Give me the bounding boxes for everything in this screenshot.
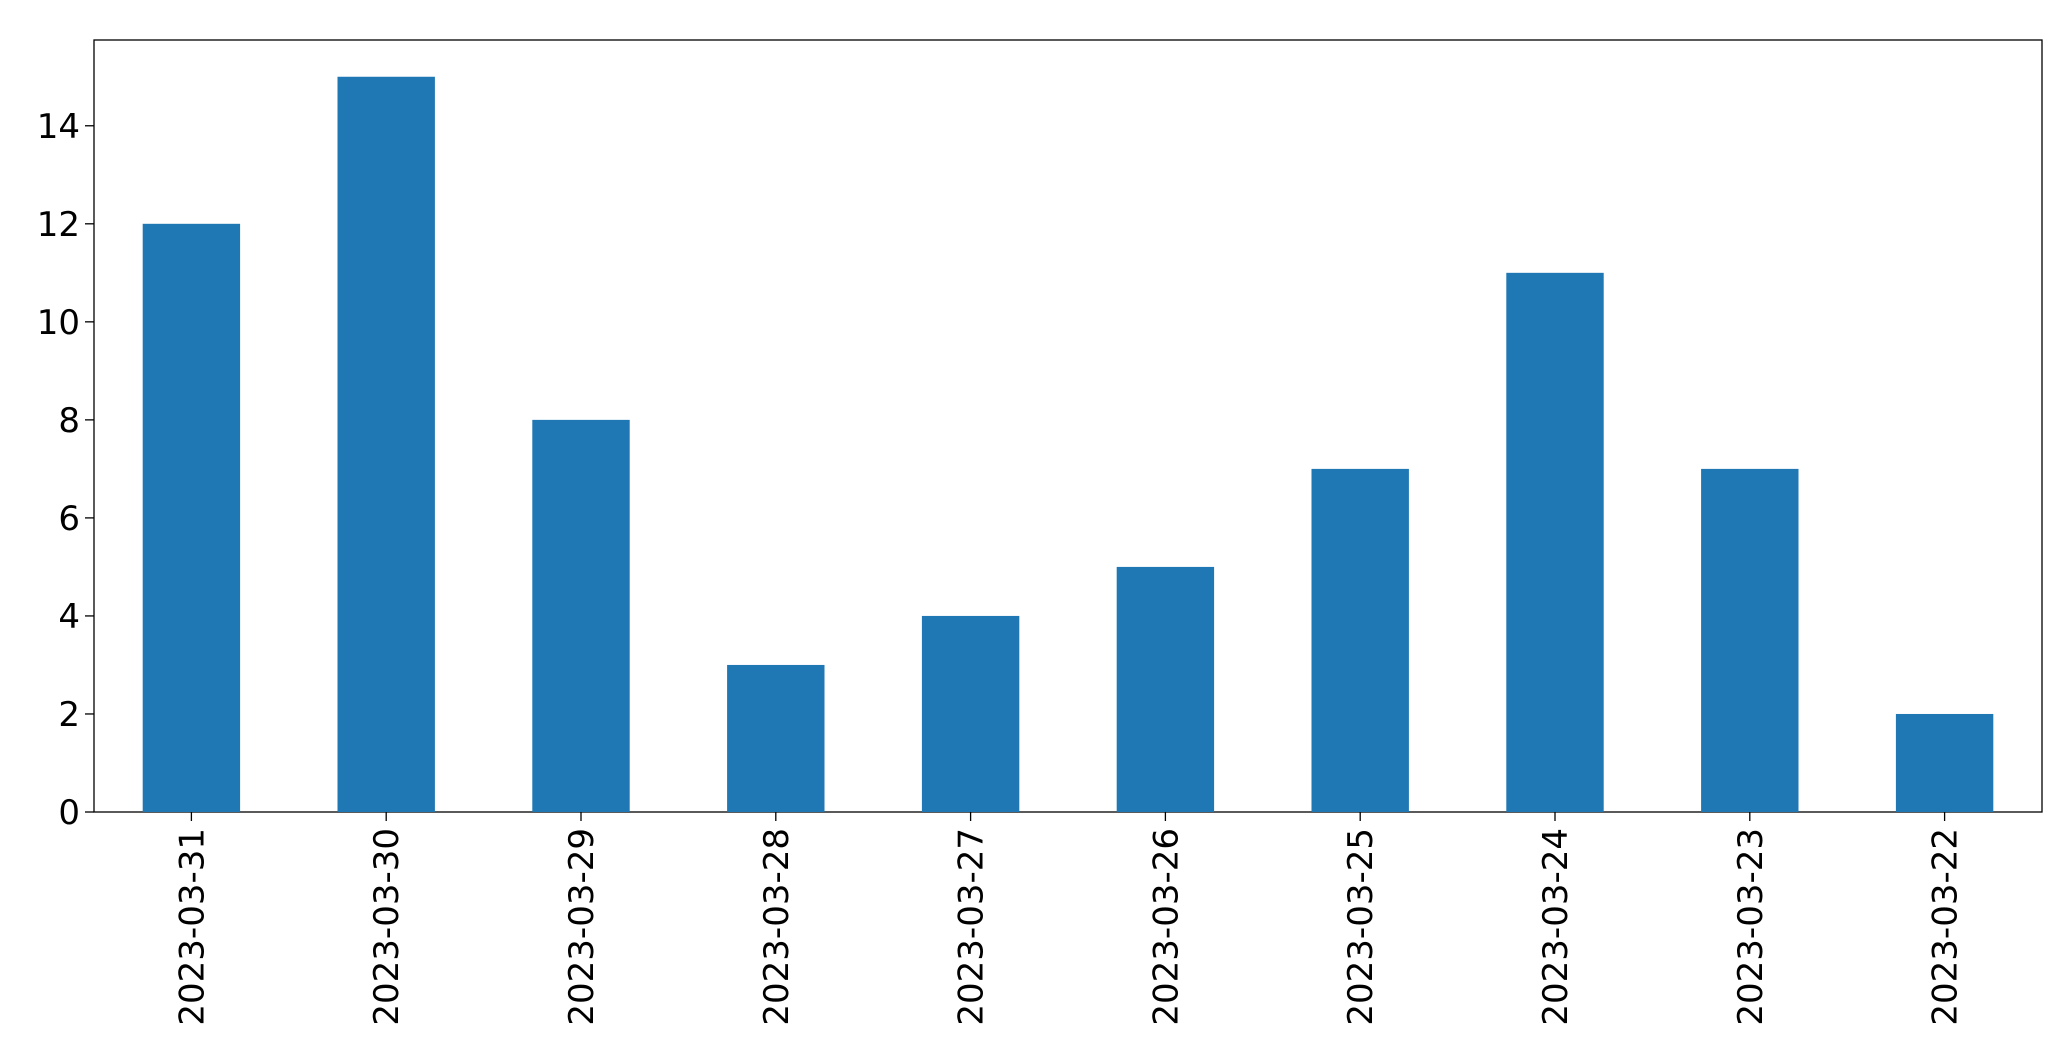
bar	[1895, 713, 1994, 812]
y-tick-label: 4	[58, 597, 80, 637]
x-tick-label: 2023-03-24	[1536, 828, 1576, 1026]
bar	[921, 615, 1020, 812]
x-tick-label: 2023-03-30	[367, 828, 407, 1026]
y-tick-label: 10	[37, 303, 80, 343]
x-tick-label: 2023-03-28	[757, 828, 797, 1026]
x-tick-label: 2023-03-27	[952, 828, 992, 1026]
y-tick-label: 8	[58, 401, 80, 441]
bar	[142, 223, 241, 813]
y-tick-label: 6	[58, 499, 80, 539]
bar	[1701, 468, 1799, 812]
plot-frame	[93, 39, 2043, 813]
bar	[1311, 468, 1409, 812]
bar	[1506, 272, 1604, 812]
bar	[1116, 566, 1215, 812]
x-tick-label: 2023-03-22	[1926, 828, 1966, 1026]
x-tick-label: 2023-03-31	[172, 828, 212, 1026]
x-tick-label: 2023-03-23	[1731, 828, 1771, 1026]
y-tick-label: 2	[58, 695, 80, 735]
y-tick-label: 0	[58, 793, 80, 833]
bar	[532, 419, 630, 812]
x-tick-label: 2023-03-25	[1341, 828, 1381, 1026]
bar	[337, 76, 435, 812]
x-tick-label: 2023-03-26	[1146, 828, 1186, 1026]
y-tick-label: 14	[37, 107, 80, 147]
y-tick-label: 12	[37, 205, 80, 245]
bar	[727, 664, 825, 812]
x-tick-label: 2023-03-29	[562, 828, 602, 1026]
